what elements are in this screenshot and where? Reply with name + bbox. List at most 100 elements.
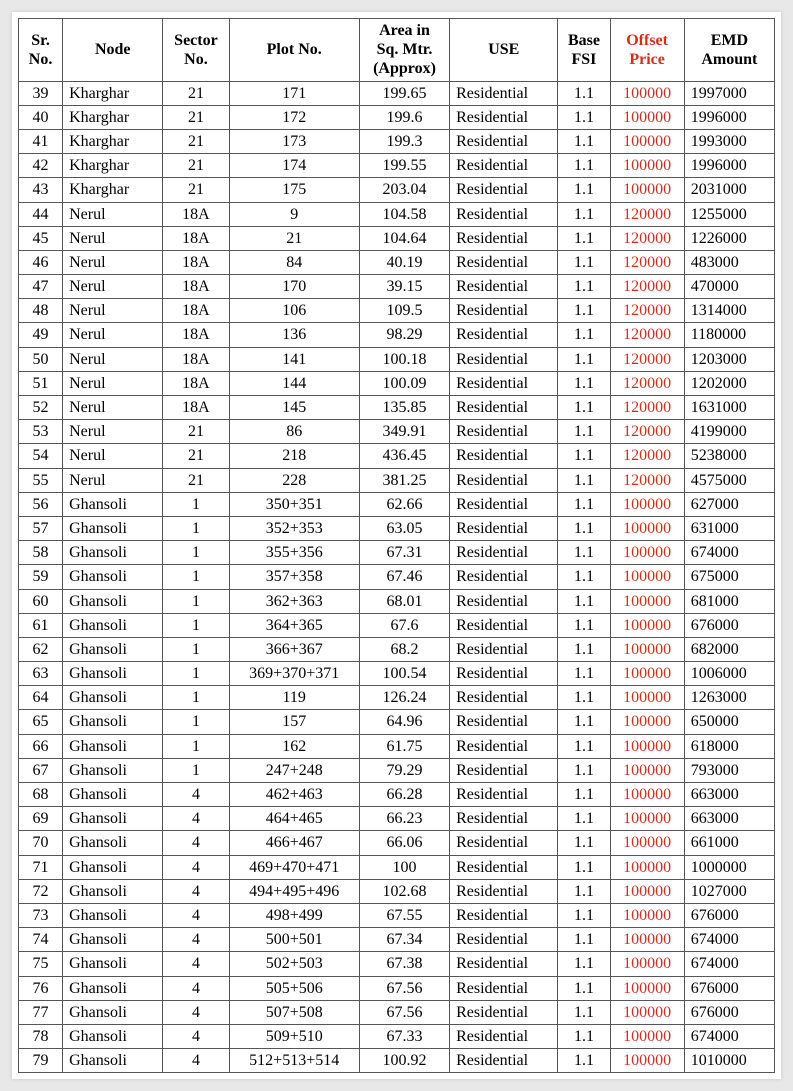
cell-off: 120000 [610, 226, 684, 250]
cell-emd: 674000 [684, 1024, 774, 1048]
table-body: 39Kharghar21171199.65Residential1.110000… [19, 81, 775, 1073]
cell-area: 66.06 [359, 831, 449, 855]
cell-emd: 661000 [684, 831, 774, 855]
cell-use: Residential [450, 105, 558, 129]
cell-node: Kharghar [63, 105, 163, 129]
cell-fsi: 1.1 [558, 105, 610, 129]
cell-area: 79.29 [359, 758, 449, 782]
cell-sec: 21 [163, 178, 229, 202]
cell-sr: 50 [19, 347, 63, 371]
table-row: 78Ghansoli4509+51067.33Residential1.1100… [19, 1024, 775, 1048]
cell-use: Residential [450, 710, 558, 734]
cell-area: 199.65 [359, 81, 449, 105]
cell-fsi: 1.1 [558, 613, 610, 637]
table-row: 65Ghansoli115764.96Residential1.11000006… [19, 710, 775, 734]
cell-emd: 1203000 [684, 347, 774, 371]
hdr-fsi: BaseFSI [558, 19, 610, 82]
cell-emd: 793000 [684, 758, 774, 782]
cell-off: 100000 [610, 154, 684, 178]
hdr-off: OffsetPrice [610, 19, 684, 82]
cell-use: Residential [450, 662, 558, 686]
cell-node: Nerul [63, 371, 163, 395]
cell-plot: 86 [229, 420, 359, 444]
cell-sec: 18A [163, 323, 229, 347]
cell-area: 100.18 [359, 347, 449, 371]
cell-sr: 46 [19, 250, 63, 274]
cell-sec: 1 [163, 734, 229, 758]
table-row: 74Ghansoli4500+50167.34Residential1.1100… [19, 928, 775, 952]
cell-use: Residential [450, 565, 558, 589]
cell-plot: 119 [229, 686, 359, 710]
cell-sec: 21 [163, 105, 229, 129]
cell-use: Residential [450, 541, 558, 565]
hdr-area: Area inSq. Mtr.(Approx) [359, 19, 449, 82]
cell-node: Ghansoli [63, 952, 163, 976]
cell-sec: 21 [163, 129, 229, 153]
cell-sec: 4 [163, 928, 229, 952]
cell-emd: 483000 [684, 250, 774, 274]
cell-node: Ghansoli [63, 541, 163, 565]
cell-node: Kharghar [63, 129, 163, 153]
cell-sr: 79 [19, 1049, 63, 1073]
cell-fsi: 1.1 [558, 202, 610, 226]
cell-sr: 42 [19, 154, 63, 178]
cell-emd: 674000 [684, 952, 774, 976]
cell-off: 100000 [610, 686, 684, 710]
cell-fsi: 1.1 [558, 154, 610, 178]
hdr-use: USE [450, 19, 558, 82]
cell-node: Ghansoli [63, 637, 163, 661]
cell-plot: 498+499 [229, 903, 359, 927]
cell-plot: 21 [229, 226, 359, 250]
cell-sec: 1 [163, 710, 229, 734]
hdr-sr: Sr.No. [19, 19, 63, 82]
cell-sec: 1 [163, 637, 229, 661]
cell-node: Nerul [63, 420, 163, 444]
cell-fsi: 1.1 [558, 444, 610, 468]
cell-plot: 509+510 [229, 1024, 359, 1048]
cell-plot: 157 [229, 710, 359, 734]
cell-emd: 1202000 [684, 371, 774, 395]
hdr-sec: SectorNo. [163, 19, 229, 82]
cell-area: 199.3 [359, 129, 449, 153]
cell-use: Residential [450, 81, 558, 105]
table-row: 39Kharghar21171199.65Residential1.110000… [19, 81, 775, 105]
cell-area: 67.38 [359, 952, 449, 976]
cell-off: 100000 [610, 807, 684, 831]
cell-use: Residential [450, 1000, 558, 1024]
cell-sr: 63 [19, 662, 63, 686]
cell-node: Ghansoli [63, 589, 163, 613]
cell-emd: 1010000 [684, 1049, 774, 1073]
hdr-node: Node [63, 19, 163, 82]
cell-fsi: 1.1 [558, 928, 610, 952]
cell-fsi: 1.1 [558, 662, 610, 686]
cell-off: 100000 [610, 178, 684, 202]
cell-plot: 175 [229, 178, 359, 202]
cell-off: 120000 [610, 250, 684, 274]
cell-node: Nerul [63, 468, 163, 492]
cell-use: Residential [450, 250, 558, 274]
cell-fsi: 1.1 [558, 783, 610, 807]
cell-off: 100000 [610, 1000, 684, 1024]
cell-off: 100000 [610, 1024, 684, 1048]
cell-off: 120000 [610, 323, 684, 347]
table-row: 69Ghansoli4464+46566.23Residential1.1100… [19, 807, 775, 831]
table-row: 52Nerul18A145135.85Residential1.11200001… [19, 396, 775, 420]
cell-node: Ghansoli [63, 807, 163, 831]
table-row: 46Nerul18A8440.19Residential1.1120000483… [19, 250, 775, 274]
cell-use: Residential [450, 178, 558, 202]
cell-use: Residential [450, 1049, 558, 1073]
cell-sec: 4 [163, 1049, 229, 1073]
cell-off: 100000 [610, 565, 684, 589]
cell-emd: 682000 [684, 637, 774, 661]
table-row: 42Kharghar21174199.55Residential1.110000… [19, 154, 775, 178]
cell-use: Residential [450, 783, 558, 807]
cell-sr: 52 [19, 396, 63, 420]
cell-use: Residential [450, 589, 558, 613]
cell-off: 100000 [610, 637, 684, 661]
cell-sec: 4 [163, 903, 229, 927]
cell-sr: 60 [19, 589, 63, 613]
cell-plot: 144 [229, 371, 359, 395]
cell-sec: 1 [163, 613, 229, 637]
cell-fsi: 1.1 [558, 178, 610, 202]
cell-use: Residential [450, 516, 558, 540]
